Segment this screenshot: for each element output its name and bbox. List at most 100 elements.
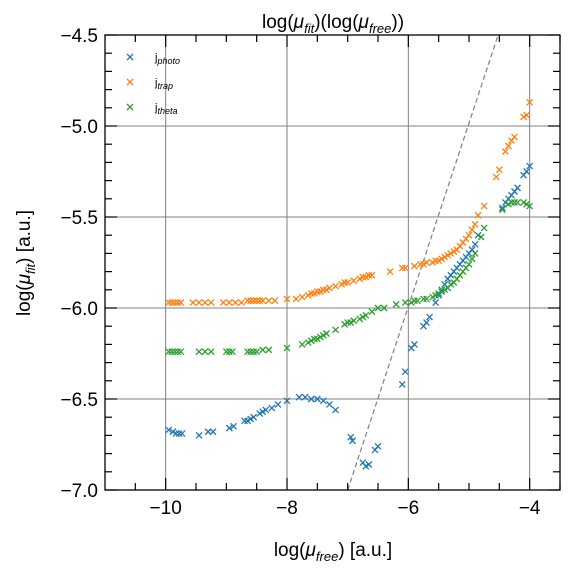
x-tick-label: −6 bbox=[397, 498, 419, 519]
chart-title: log(μfit)(log(μfree)) bbox=[262, 12, 404, 36]
data-point-trap bbox=[171, 299, 179, 306]
data-point-theta bbox=[526, 202, 534, 210]
data-point-trap bbox=[307, 289, 315, 297]
data-point-photo bbox=[175, 430, 183, 438]
data-point-theta bbox=[362, 311, 370, 319]
data-point-trap bbox=[231, 299, 239, 306]
x-axis-title: log(μfree) [a.u.] bbox=[274, 540, 392, 564]
data-point-trap bbox=[332, 282, 339, 290]
data-point-trap bbox=[326, 284, 333, 292]
data-point-photo bbox=[432, 299, 440, 306]
data-point-theta bbox=[471, 249, 479, 257]
data-point-trap bbox=[165, 299, 173, 306]
data-point-theta bbox=[310, 335, 318, 343]
data-point-theta bbox=[374, 304, 382, 312]
data-point-theta bbox=[322, 330, 330, 337]
data-point-photo bbox=[332, 406, 339, 414]
data-point-photo bbox=[410, 340, 418, 348]
legend: jphoto jtrap jtheta bbox=[126, 52, 180, 116]
data-point-trap bbox=[410, 262, 418, 270]
x-tick-label: −4 bbox=[519, 498, 541, 519]
data-point-theta bbox=[177, 348, 185, 356]
y-tick-label: −5.5 bbox=[60, 208, 98, 229]
data-point-photo bbox=[209, 428, 217, 436]
data-point-trap bbox=[471, 220, 479, 228]
data-point-trap bbox=[207, 299, 215, 306]
data-point-photo bbox=[172, 430, 180, 438]
data-point-trap bbox=[238, 299, 245, 306]
data-point-trap bbox=[504, 142, 512, 150]
data-point-photo bbox=[225, 424, 233, 432]
data-point-photo bbox=[398, 380, 406, 388]
data-point-trap bbox=[174, 299, 182, 306]
data-point-trap bbox=[465, 231, 473, 239]
data-point-trap bbox=[225, 299, 233, 306]
data-point-theta bbox=[298, 340, 306, 348]
data-point-theta bbox=[498, 206, 506, 214]
data-point-theta bbox=[420, 295, 427, 303]
y-tick-label: −7.0 bbox=[60, 481, 98, 502]
data-point-trap bbox=[283, 295, 291, 303]
data-point-theta bbox=[225, 348, 233, 356]
data-point-theta bbox=[253, 348, 261, 356]
data-point-photo bbox=[301, 393, 309, 401]
data-point-theta bbox=[244, 348, 252, 356]
data-point-theta bbox=[344, 319, 352, 327]
legend-item-trap: jtrap bbox=[126, 77, 173, 91]
data-point-photo bbox=[283, 397, 291, 405]
data-point-trap bbox=[468, 226, 476, 234]
data-point-photo bbox=[241, 417, 248, 425]
data-point-theta bbox=[168, 348, 176, 356]
data-point-trap bbox=[401, 264, 409, 272]
data-point-photo bbox=[401, 368, 409, 376]
data-point-photo bbox=[365, 461, 373, 468]
data-point-theta bbox=[468, 255, 476, 263]
data-point-theta bbox=[514, 198, 521, 206]
data-point-theta bbox=[222, 348, 230, 356]
data-point-photo bbox=[498, 204, 506, 212]
data-point-trap bbox=[195, 299, 203, 306]
data-point-photo bbox=[514, 184, 521, 192]
x-tick-labels: −10 −8 −6 −4 bbox=[150, 498, 541, 519]
y-tick-label: −6.5 bbox=[60, 390, 98, 411]
data-point-theta bbox=[413, 297, 421, 305]
data-point-photo bbox=[313, 395, 321, 403]
data-point-trap bbox=[526, 98, 534, 106]
data-point-trap bbox=[177, 299, 185, 306]
data-point-trap bbox=[495, 166, 503, 174]
data-point-theta bbox=[228, 348, 236, 356]
data-point-theta bbox=[480, 224, 488, 232]
data-point-photo bbox=[295, 393, 303, 401]
data-point-theta bbox=[423, 295, 430, 303]
data-point-photo bbox=[178, 430, 186, 438]
data-point-trap bbox=[256, 297, 264, 305]
data-point-trap bbox=[501, 148, 509, 155]
data-point-theta bbox=[171, 348, 179, 356]
legend-marker-theta bbox=[126, 103, 134, 111]
x-tick-label: −8 bbox=[276, 498, 298, 519]
data-point-photo bbox=[262, 406, 270, 414]
data-point-trap bbox=[189, 299, 197, 306]
data-point-trap bbox=[365, 271, 373, 279]
data-point-photo bbox=[347, 433, 355, 441]
data-point-photo bbox=[319, 397, 327, 405]
legend-label-photo: jphoto bbox=[154, 52, 180, 66]
data-point-trap bbox=[259, 297, 267, 305]
data-point-theta bbox=[401, 299, 409, 306]
data-point-photo bbox=[526, 162, 534, 170]
data-point-theta bbox=[332, 326, 339, 334]
data-point-trap bbox=[368, 271, 376, 279]
data-point-trap bbox=[319, 286, 327, 294]
data-point-theta bbox=[165, 348, 173, 356]
data-point-trap bbox=[398, 264, 406, 272]
x-tick-label: −10 bbox=[150, 498, 182, 519]
data-point-trap bbox=[247, 297, 255, 305]
data-point-theta bbox=[265, 346, 273, 354]
data-point-theta bbox=[201, 348, 209, 356]
data-point-trap bbox=[511, 133, 518, 141]
data-point-trap bbox=[271, 297, 279, 305]
y-tick-label: −4.5 bbox=[60, 26, 98, 47]
data-point-trap bbox=[423, 259, 430, 266]
data-point-theta bbox=[508, 198, 515, 206]
data-point-theta bbox=[511, 198, 518, 206]
